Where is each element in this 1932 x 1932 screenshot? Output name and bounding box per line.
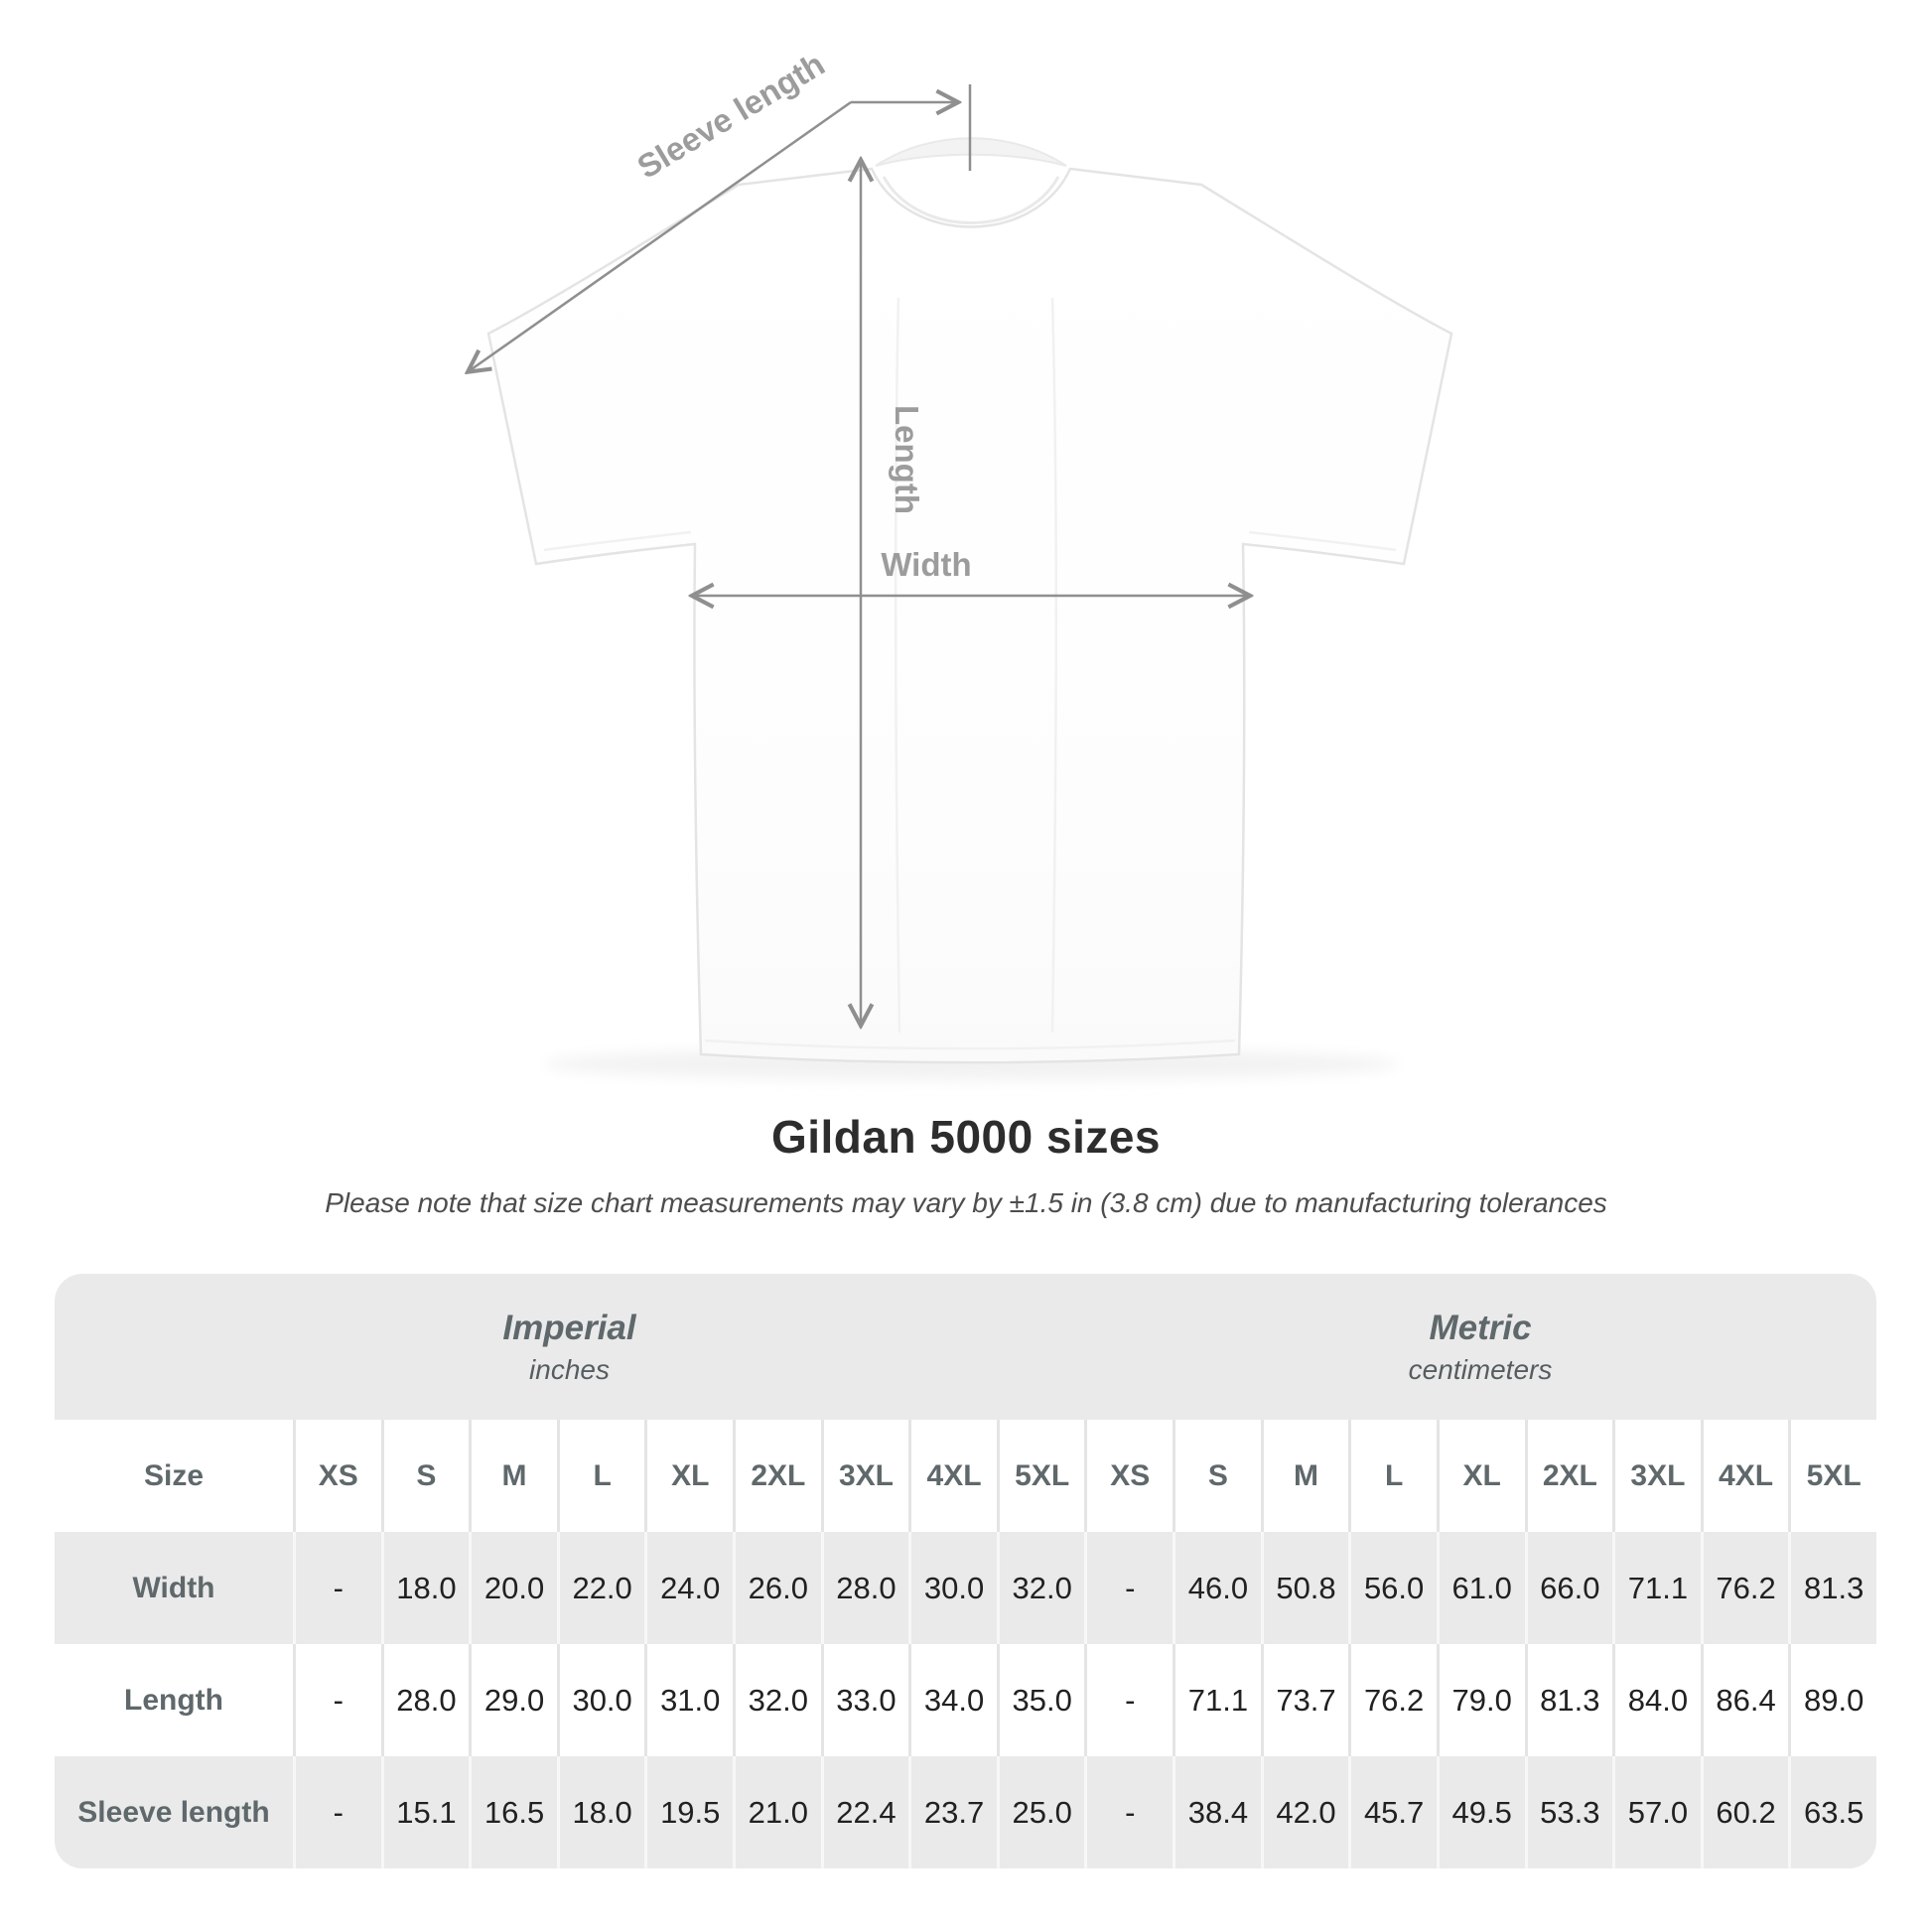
table-cell: 79.0 — [1436, 1644, 1525, 1756]
table-cell: 31.0 — [644, 1644, 733, 1756]
unit-group-imperial: Imperial inches — [55, 1274, 1084, 1420]
table-cell: M — [1260, 1420, 1349, 1532]
tshirt-measurement-diagram: Sleeve length Length Width — [0, 45, 1453, 1080]
table-cell: 76.2 — [1348, 1644, 1437, 1756]
table-cell: M — [469, 1420, 557, 1532]
table-cell: 28.0 — [380, 1644, 470, 1756]
table-cell: XL — [644, 1420, 733, 1532]
table-cell: - — [293, 1644, 381, 1756]
page-title: Gildan 5000 sizes — [770, 1111, 1162, 1163]
table-cell: 18.0 — [380, 1532, 470, 1644]
table-cell: 46.0 — [1173, 1532, 1261, 1644]
table-cell: 71.1 — [1612, 1532, 1701, 1644]
table-cell: L — [556, 1420, 645, 1532]
size-table: Imperial inches Metric centimeters Size X… — [55, 1274, 1876, 1868]
table-cell: 28.0 — [820, 1532, 909, 1644]
table-cell: 25.0 — [996, 1756, 1085, 1868]
table-cell: 63.5 — [1788, 1756, 1876, 1868]
metric-units: centimeters — [1408, 1353, 1553, 1385]
table-cell: 26.0 — [733, 1532, 821, 1644]
table-cell: 22.4 — [820, 1756, 909, 1868]
table-cell: 73.7 — [1260, 1644, 1349, 1756]
table-cell: 3XL — [820, 1420, 909, 1532]
table-cell: - — [293, 1756, 381, 1868]
table-cell: 66.0 — [1524, 1532, 1613, 1644]
table-cell: S — [380, 1420, 470, 1532]
table-cell: 5XL — [996, 1420, 1085, 1532]
table-cell: 86.4 — [1700, 1644, 1789, 1756]
table-cell: 45.7 — [1348, 1756, 1437, 1868]
table-row: Length -28.0 29.0 30.0 31.0 32.0 33.0 34.0 35.0-… — [55, 1644, 1876, 1756]
table-cell: 81.3 — [1524, 1644, 1613, 1756]
metric-label: Metric — [1429, 1308, 1532, 1347]
sleeve-length-label: Sleeve length — [630, 45, 830, 185]
table-cell: 29.0 — [469, 1644, 557, 1756]
table-cell: 38.4 — [1173, 1756, 1261, 1868]
table-cell: 15.1 — [380, 1756, 470, 1868]
table-cell: 71.1 — [1173, 1644, 1261, 1756]
unit-band: Imperial inches Metric centimeters — [55, 1274, 1876, 1420]
table-cell: 57.0 — [1612, 1756, 1701, 1868]
table-cell: 50.8 — [1260, 1532, 1349, 1644]
table-cell: 76.2 — [1700, 1532, 1789, 1644]
imperial-label: Imperial — [502, 1308, 636, 1347]
unit-group-metric: Metric centimeters — [1084, 1274, 1876, 1420]
table-cell: 20.0 — [469, 1532, 557, 1644]
table-cell: - — [1084, 1644, 1173, 1756]
table-row: Sleeve length -15.1 16.5 18.0 19.5 21.0 22.4 23… — [55, 1756, 1876, 1868]
row-label: Length — [124, 1683, 223, 1717]
table-cell: 34.0 — [908, 1644, 997, 1756]
sleeve-length-arrow — [469, 100, 852, 371]
table-cell: 5XL — [1788, 1420, 1876, 1532]
table-cell: XS — [293, 1420, 381, 1532]
table-cell: 53.3 — [1524, 1756, 1613, 1868]
table-cell: S — [1173, 1420, 1261, 1532]
table-cell: 42.0 — [1260, 1756, 1349, 1868]
size-header-cell: Size — [143, 1458, 205, 1492]
table-rows: Size XS S M L XL 2XL 3XL 4XL 5XL XS S M L XL 2XL 3XL 4XL 5… — [55, 1420, 1876, 1868]
width-label: Width — [881, 546, 971, 583]
table-cell: 33.0 — [820, 1644, 909, 1756]
table-cell: 16.5 — [469, 1756, 557, 1868]
row-label: Sleeve length — [77, 1795, 270, 1829]
table-row: Width -18.0 20.0 22.0 24.0 26.0 28.0 30.0 32.0-4… — [55, 1532, 1876, 1644]
table-cell: 22.0 — [556, 1532, 645, 1644]
table-cell: 60.2 — [1700, 1756, 1789, 1868]
row-label: Width — [132, 1571, 215, 1604]
table-cell: 81.3 — [1788, 1532, 1876, 1644]
table-cell: - — [1084, 1756, 1173, 1868]
table-cell: L — [1348, 1420, 1437, 1532]
tshirt-graphic — [486, 137, 1453, 1064]
table-cell: 4XL — [1700, 1420, 1789, 1532]
table-cell: 2XL — [733, 1420, 821, 1532]
table-cell: 84.0 — [1612, 1644, 1701, 1756]
tolerance-note: Please note that size chart measurements… — [325, 1187, 1607, 1218]
table-cell: 32.0 — [733, 1644, 821, 1756]
table-cell: 4XL — [908, 1420, 997, 1532]
table-cell: 89.0 — [1788, 1644, 1876, 1756]
table-cell: XS — [1084, 1420, 1173, 1532]
table-cell: 49.5 — [1436, 1756, 1525, 1868]
table-cell: 35.0 — [996, 1644, 1085, 1756]
table-cell: 3XL — [1612, 1420, 1701, 1532]
table-cell: 56.0 — [1348, 1532, 1437, 1644]
table-cell: - — [293, 1532, 381, 1644]
table-cell: 30.0 — [908, 1532, 997, 1644]
table-cell: 2XL — [1524, 1420, 1613, 1532]
imperial-units: inches — [529, 1353, 610, 1385]
table-cell: 30.0 — [556, 1644, 645, 1756]
table-cell: 18.0 — [556, 1756, 645, 1868]
table-row: Size XS S M L XL 2XL 3XL 4XL 5XL XS S M L XL 2XL 3XL 4XL 5… — [55, 1420, 1876, 1532]
table-cell: 19.5 — [644, 1756, 733, 1868]
table-cell: - — [1084, 1532, 1173, 1644]
table-cell: 32.0 — [996, 1532, 1085, 1644]
table-cell: 23.7 — [908, 1756, 997, 1868]
table-cell: 61.0 — [1436, 1532, 1525, 1644]
length-label: Length — [889, 405, 925, 514]
table-cell: 21.0 — [733, 1756, 821, 1868]
table-cell: 24.0 — [644, 1532, 733, 1644]
table-cell: XL — [1436, 1420, 1525, 1532]
